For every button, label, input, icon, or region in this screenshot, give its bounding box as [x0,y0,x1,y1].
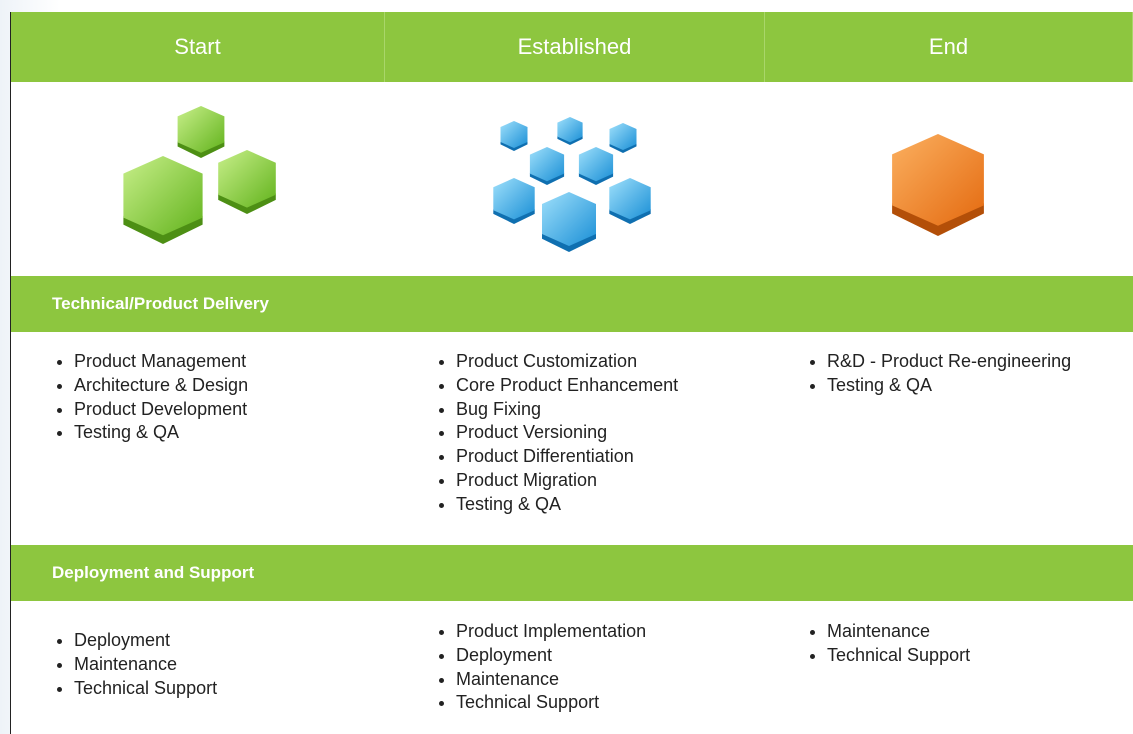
list-item: Deployment [456,644,646,668]
bullet-list: Product CustomizationCore Product Enhanc… [432,350,678,517]
hexagon [609,123,637,153]
list-item: Maintenance [827,620,970,644]
section-lists: DeploymentMaintenanceTechnical SupportPr… [11,601,1133,734]
list-item: Technical Support [456,691,646,715]
section-band: Technical/Product Delivery [11,276,1133,332]
list-item: Technical Support [827,644,970,668]
bullet-list: MaintenanceTechnical Support [803,620,970,668]
list-item: Testing & QA [74,421,248,445]
list-item: Maintenance [456,668,646,692]
section-lists: Product ManagementArchitecture & DesignP… [11,332,1133,545]
list-item: Core Product Enhancement [456,374,678,398]
list-item: Technical Support [74,677,217,701]
hexagon [557,117,583,145]
hexagon [493,178,535,224]
hexagon [892,134,984,236]
list-item: Product Migration [456,469,678,493]
list-item: Product Customization [456,350,678,374]
bullet-list: Product ManagementArchitecture & DesignP… [50,350,248,445]
list-item: Product Management [74,350,248,374]
list-item: Testing & QA [827,374,1071,398]
list-item: Product Development [74,398,248,422]
list-item: Testing & QA [456,493,678,517]
list-item: Bug Fixing [456,398,678,422]
list-item: Maintenance [74,653,217,677]
hexagon [123,156,203,244]
bullet-list: DeploymentMaintenanceTechnical Support [50,629,217,700]
list-item: Product Implementation [456,620,646,644]
bullet-list: R&D - Product Re-engineeringTesting & QA [803,350,1071,398]
left-border [10,12,11,734]
list-item: Deployment [74,629,217,653]
column-header: Start [11,12,385,82]
list-item: Architecture & Design [74,374,248,398]
hexagon [609,178,651,224]
stage-icons [11,82,1133,276]
column-header: End [765,12,1133,82]
list-item: Product Differentiation [456,445,678,469]
hexagon [578,147,614,185]
hexagon [177,106,225,158]
bullet-list: Product ImplementationDeploymentMaintena… [432,620,646,715]
section-band: Deployment and Support [11,545,1133,601]
list-item: R&D - Product Re-engineering [827,350,1071,374]
list-item: Product Versioning [456,421,678,445]
hexagon [542,192,596,252]
hexagon [529,147,565,185]
hexagon [500,121,528,151]
column-header: Established [385,12,765,82]
column-header-row: Start Established End [11,12,1133,82]
hexagon [218,150,276,214]
